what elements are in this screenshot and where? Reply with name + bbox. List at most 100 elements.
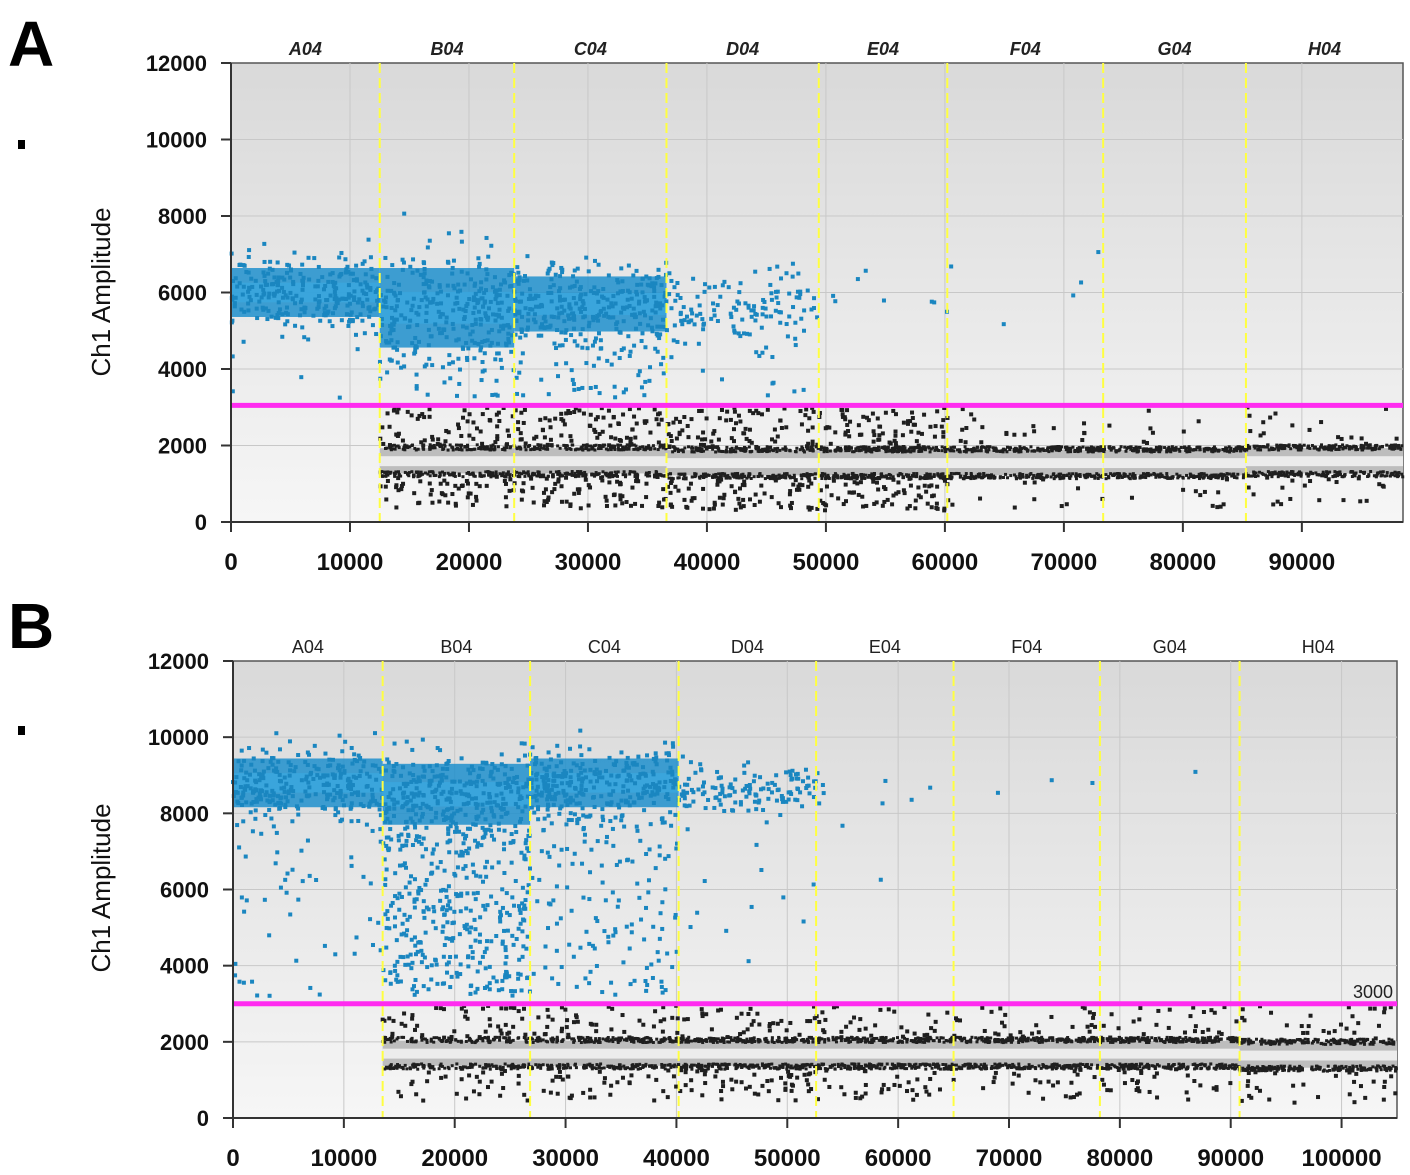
droplet-negative (416, 501, 420, 505)
droplet-negative (492, 1065, 495, 1068)
droplet-negative (958, 450, 961, 453)
droplet-negative (1351, 475, 1354, 478)
droplet-positive (506, 777, 510, 781)
droplet-negative (1394, 471, 1397, 474)
droplet-negative (687, 487, 691, 491)
negative-band-core (514, 456, 666, 466)
droplet-negative (504, 495, 508, 499)
droplet-positive (294, 959, 298, 963)
droplet-positive (1071, 293, 1075, 297)
droplet-negative (701, 430, 705, 434)
droplet-negative (936, 507, 940, 511)
droplet-negative (568, 411, 572, 415)
droplet-positive (509, 271, 513, 275)
droplet-positive (459, 808, 463, 812)
droplet-positive (739, 281, 743, 285)
droplet-positive (394, 762, 398, 766)
droplet-positive (721, 283, 725, 287)
droplet-positive (361, 304, 365, 308)
droplet-negative (601, 430, 605, 434)
droplet-positive (300, 263, 304, 267)
droplet-negative (1392, 445, 1395, 448)
droplet-negative (919, 475, 922, 478)
droplet-negative (409, 1082, 413, 1086)
droplet-positive (495, 803, 499, 807)
droplet-negative (720, 474, 723, 477)
droplet-negative (471, 437, 475, 441)
droplet-negative (763, 491, 767, 495)
droplet-positive (365, 823, 369, 827)
droplet-negative (780, 426, 784, 430)
droplet-positive (433, 795, 437, 799)
droplet-negative (565, 448, 568, 451)
droplet-positive (752, 304, 756, 308)
droplet-negative (430, 488, 434, 492)
droplet-positive (742, 331, 746, 335)
droplet-negative (671, 421, 675, 425)
droplet-negative (466, 419, 470, 423)
droplet-negative (403, 1024, 407, 1028)
droplet-negative (512, 1065, 516, 1069)
droplet-negative (891, 409, 895, 413)
droplet-negative (433, 1036, 436, 1039)
droplet-negative (1120, 445, 1123, 448)
droplet-positive (737, 290, 741, 294)
droplet-positive (489, 939, 493, 943)
droplet-negative (498, 1036, 501, 1039)
droplet-positive (571, 378, 575, 382)
droplet-positive (737, 302, 741, 306)
droplet-negative (705, 448, 708, 451)
droplet-positive (403, 963, 407, 967)
droplet-positive (555, 328, 559, 332)
droplet-negative (770, 495, 774, 499)
droplet-positive (696, 295, 700, 299)
droplet-negative (553, 417, 557, 421)
droplet-positive (408, 771, 412, 775)
droplet-positive (331, 798, 335, 802)
droplet-negative (1365, 499, 1369, 503)
droplet-positive (496, 301, 500, 305)
droplet-negative (562, 444, 565, 447)
droplet-negative (1348, 447, 1351, 450)
droplet-negative (397, 470, 400, 473)
droplet-positive (275, 831, 279, 835)
droplet-negative (595, 471, 598, 474)
droplet-negative (717, 438, 721, 442)
droplet-negative (1102, 450, 1105, 453)
droplet-positive (470, 765, 474, 769)
droplet-negative (653, 407, 657, 411)
droplet-negative (1159, 472, 1162, 475)
droplet-positive (449, 800, 453, 804)
droplet-negative (1308, 479, 1312, 483)
droplet-positive (506, 783, 510, 787)
droplet-negative (545, 477, 549, 481)
droplet-positive (481, 904, 485, 908)
droplet-positive (471, 822, 475, 826)
droplet-negative (965, 472, 968, 475)
droplet-negative (648, 471, 651, 474)
droplet-negative (1182, 430, 1186, 434)
droplet-positive (472, 870, 476, 874)
droplet-negative (401, 439, 405, 443)
droplet-positive (517, 310, 521, 314)
droplet-positive (581, 299, 585, 303)
droplet-negative (1033, 449, 1036, 452)
droplet-negative (613, 448, 616, 451)
droplet-positive (401, 765, 405, 769)
droplet-negative (1198, 493, 1202, 497)
droplet-negative (915, 439, 919, 443)
droplet-positive (701, 369, 705, 373)
droplet-negative (460, 444, 463, 447)
droplet-positive (409, 308, 413, 312)
droplet-negative (905, 507, 909, 511)
droplet-negative (1125, 447, 1128, 450)
droplet-positive (385, 275, 389, 279)
droplet-negative (539, 446, 542, 449)
droplet-positive (601, 287, 605, 291)
droplet-positive (768, 267, 772, 271)
droplet-negative (850, 447, 853, 450)
droplet-positive (679, 319, 683, 323)
droplet-negative (499, 1028, 503, 1032)
droplet-negative (687, 445, 690, 448)
droplet-negative (422, 1067, 425, 1070)
